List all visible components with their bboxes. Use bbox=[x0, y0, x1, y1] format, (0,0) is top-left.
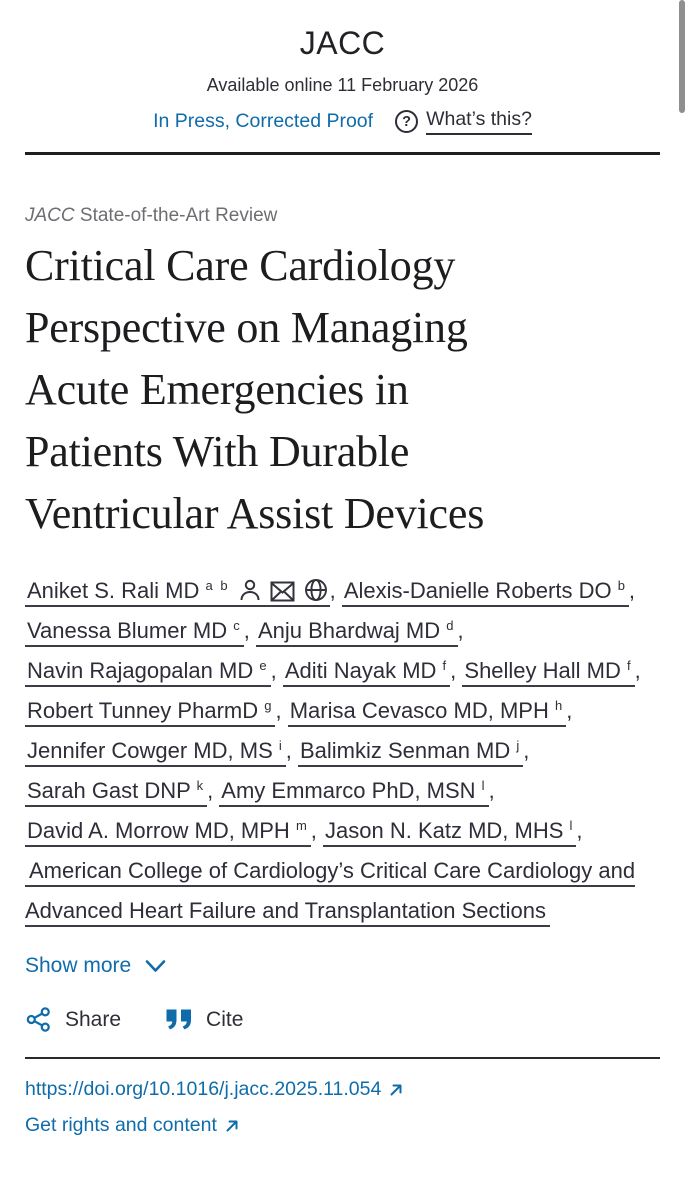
author-link[interactable]: Aniket S. Rali MD a b bbox=[25, 577, 330, 607]
whats-this-link[interactable]: ? What’s this? bbox=[395, 108, 532, 135]
available-online-text: Available online 11 February 2026 bbox=[206, 75, 479, 95]
show-more-label: Show more bbox=[25, 954, 132, 977]
in-press-link[interactable]: In Press, Corrected Proof bbox=[153, 110, 374, 132]
author-link[interactable]: David A. Morrow MD, MPH m bbox=[25, 817, 311, 847]
article-header-page: JACC Available online 11 February 2026 I… bbox=[25, 24, 660, 1137]
author-link[interactable]: Jennifer Cowger MD, MS i bbox=[25, 737, 286, 767]
whats-this-label[interactable]: What’s this? bbox=[426, 108, 532, 135]
share-label: Share bbox=[65, 1007, 122, 1031]
author-affiliation-sup: f bbox=[627, 658, 633, 673]
author-link[interactable]: Alexis-Danielle Roberts DO b bbox=[341, 577, 629, 607]
share-button[interactable]: Share bbox=[25, 1006, 121, 1033]
author-link[interactable]: Vanessa Blumer MD c bbox=[25, 617, 244, 647]
article-title-line: Perspective on Managing bbox=[25, 303, 468, 352]
author-affiliation-sup: m bbox=[295, 818, 309, 833]
scrollbar-thumb[interactable] bbox=[679, 0, 685, 113]
author-affiliation-sup: h bbox=[554, 698, 565, 713]
cite-label: Cite bbox=[206, 1007, 244, 1031]
cite-button[interactable]: Cite bbox=[165, 1008, 243, 1032]
author-affiliation-sup: l bbox=[481, 778, 487, 793]
person-icon[interactable] bbox=[239, 578, 261, 602]
rights-label: Get rights and content bbox=[25, 1114, 217, 1136]
author-link[interactable]: Amy Emmarco PhD, MSN l bbox=[219, 777, 489, 807]
author-affiliation-sup: a b bbox=[205, 578, 230, 593]
author-affiliation-sup: i bbox=[278, 738, 284, 753]
footer-divider bbox=[25, 1057, 660, 1059]
doi-url-text: https://doi.org/10.1016/j.jacc.2025.11.0… bbox=[25, 1078, 382, 1100]
journal-title-link[interactable]: JACC bbox=[299, 25, 386, 61]
external-link-arrow-icon bbox=[225, 1119, 239, 1133]
share-icon bbox=[25, 1006, 52, 1033]
author-link[interactable]: Aditi Nayak MD f bbox=[282, 657, 451, 687]
rights-and-content-link[interactable]: Get rights and content bbox=[25, 1114, 239, 1137]
author-link[interactable]: Marisa Cevasco MD, MPH h bbox=[287, 697, 567, 727]
author-affiliation-sup: f bbox=[442, 658, 449, 673]
author-affiliation-sup: l bbox=[569, 818, 575, 833]
chevron-down-icon bbox=[145, 959, 166, 973]
author-link[interactable]: Anju Bhardwaj MD d bbox=[255, 617, 458, 647]
author-list: Aniket S. Rali MD a b, Alexis-Danielle R… bbox=[25, 571, 660, 931]
globe-icon[interactable] bbox=[304, 578, 328, 602]
article-category: JACC State-of-the-Art Review bbox=[25, 205, 660, 227]
press-status-row: In Press, Corrected Proof ? What’s this? bbox=[25, 108, 660, 135]
author-link[interactable]: Sarah Gast DNP k bbox=[25, 777, 208, 807]
group-author-link[interactable]: American College of Cardiology’s Critica… bbox=[25, 858, 636, 927]
author-affiliation-sup: e bbox=[259, 658, 269, 673]
author-affiliation-sup: c bbox=[233, 618, 242, 633]
article-title-line: Ventricular Assist Devices bbox=[25, 489, 485, 538]
action-bar: Share Cite bbox=[25, 1006, 660, 1033]
author-affiliation-sup: g bbox=[264, 698, 274, 713]
envelope-icon[interactable] bbox=[270, 581, 295, 602]
category-journal-name: JACC bbox=[25, 205, 75, 226]
question-mark-circle-icon[interactable]: ? bbox=[395, 110, 419, 133]
author-affiliation-sup: k bbox=[196, 778, 206, 793]
article-title-line: Critical Care Cardiology bbox=[25, 241, 456, 290]
author-affiliation-sup: b bbox=[617, 578, 627, 593]
cite-quote-icon bbox=[165, 1008, 193, 1031]
article-title-line: Patients With Durable bbox=[25, 427, 410, 476]
header-divider bbox=[25, 152, 660, 155]
show-more-button[interactable]: Show more bbox=[25, 954, 166, 978]
external-link-arrow-icon bbox=[389, 1083, 403, 1097]
author-link[interactable]: Balimkiz Senman MD j bbox=[297, 737, 524, 767]
journal-header: JACC Available online 11 February 2026 I… bbox=[25, 24, 660, 155]
author-link[interactable]: Navin Rajagopalan MD e bbox=[25, 657, 271, 687]
author-link[interactable]: Robert Tunney PharmD g bbox=[25, 697, 276, 727]
category-rest: State-of-the-Art Review bbox=[74, 205, 278, 226]
article-title-line: Acute Emergencies in bbox=[25, 365, 409, 414]
author-link[interactable]: Jason N. Katz MD, MHS l bbox=[323, 817, 577, 847]
author-affiliation-sup: d bbox=[446, 618, 456, 633]
doi-link[interactable]: https://doi.org/10.1016/j.jacc.2025.11.0… bbox=[25, 1078, 403, 1101]
author-link[interactable]: Shelley Hall MD f bbox=[462, 657, 635, 687]
article-title: Critical Care Cardiology Perspective on … bbox=[25, 235, 660, 545]
author-affiliation-sup: j bbox=[516, 738, 522, 753]
